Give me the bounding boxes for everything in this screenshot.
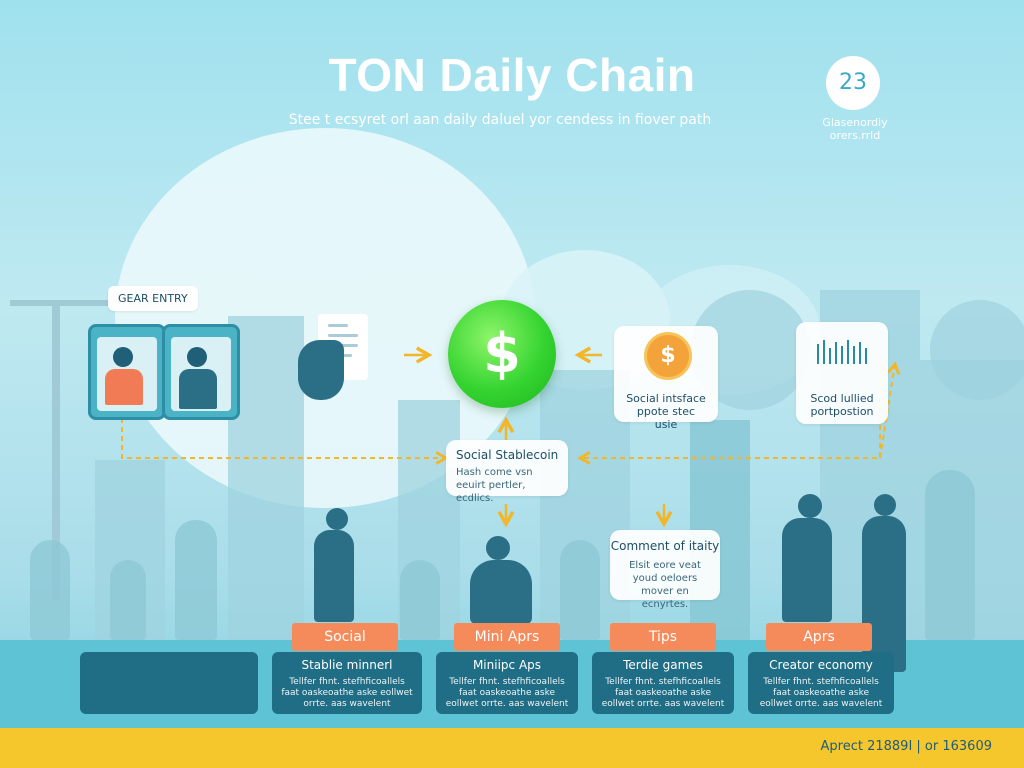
corner-caption: Glasenordiy orers.rrld bbox=[822, 116, 888, 142]
stablecoin-body: Hash come vsn eeuirt pertler, ecdlics. bbox=[456, 467, 533, 504]
document-line bbox=[328, 324, 348, 327]
entry-label: GEAR ENTRY bbox=[108, 286, 198, 311]
person-head-silhouette bbox=[326, 508, 348, 530]
person-head-silhouette bbox=[874, 494, 896, 516]
social-interface-node: $ Social intsface ppote stec usie bbox=[614, 326, 718, 431]
stablecoin-node: Social Stablecoin Hash come vsn eeuirt p… bbox=[446, 440, 568, 504]
social-interface-text: Social intsface ppote stec usie bbox=[626, 392, 706, 431]
person-head-silhouette bbox=[798, 494, 822, 518]
page-subtitle: Stee t ecsyret orl aan daily daluel yor … bbox=[288, 112, 712, 128]
person-silhouette bbox=[782, 518, 832, 622]
document-line bbox=[328, 334, 358, 337]
footer-text: Aprect 21889I | or 163609 bbox=[820, 739, 992, 754]
person-body-icon bbox=[105, 369, 143, 405]
person-silhouette bbox=[314, 530, 354, 622]
background-tree bbox=[930, 300, 1024, 400]
category-tab-mini-apps[interactable]: Mini Aprs bbox=[454, 623, 560, 651]
phone-screen bbox=[171, 337, 231, 411]
bottom-card-body: Tellfer fhnt. stefhficoallels faat oaske… bbox=[281, 677, 413, 709]
bottom-card-title: Creator economy bbox=[769, 658, 873, 672]
comment-node: Comment of itaity Elsit eore veat youd o… bbox=[610, 530, 720, 610]
background-building bbox=[228, 316, 304, 646]
bottom-card-games: Terdie games Tellfer fhnt. stefhficoalle… bbox=[592, 652, 734, 714]
bottom-card-stablecoin: Stablie minnerl Tellfer fhnt. stefhficoa… bbox=[272, 652, 422, 714]
person-silhouette bbox=[470, 560, 532, 624]
background-person bbox=[400, 560, 440, 640]
category-tab-tips[interactable]: Tips bbox=[610, 623, 716, 651]
phone-illustration bbox=[88, 324, 166, 420]
background-person bbox=[925, 470, 975, 640]
bottom-card-creator-economy: Creator economy Tellfer fhnt. stefhficoa… bbox=[748, 652, 894, 714]
footer-bar bbox=[0, 728, 1024, 768]
bottom-card-blank bbox=[80, 652, 258, 714]
bottom-card-body: Tellfer fhnt. stefhficoallels faat oaske… bbox=[759, 677, 883, 709]
background-tower-arm bbox=[10, 300, 110, 306]
comment-title: Comment of itaity bbox=[610, 539, 720, 553]
bottom-card-body: Tellfer fhnt. stefhficoallels faat oaske… bbox=[445, 677, 569, 709]
bottom-card-body: Tellfer fhnt. stefhficoallels faat oaske… bbox=[601, 677, 725, 709]
category-tab-social[interactable]: Social bbox=[292, 623, 398, 651]
background-tower bbox=[52, 300, 60, 600]
background-person bbox=[30, 540, 70, 640]
corner-badge: 23 bbox=[826, 56, 880, 110]
bottom-card-mini-apps: Miniipc Aps Tellfer fhnt. stefhficoallel… bbox=[436, 652, 578, 714]
social-fulfilled-text: Scod lullied portpostion bbox=[810, 392, 874, 418]
person-head-icon bbox=[113, 347, 133, 367]
person-head-silhouette bbox=[486, 536, 510, 560]
person-body-icon bbox=[179, 369, 217, 409]
comment-body: Elsit eore veat youd oeloers mover en ec… bbox=[629, 560, 701, 610]
phone-illustration bbox=[162, 324, 240, 420]
background-person bbox=[110, 560, 146, 640]
bottom-card-title: Stablie minnerl bbox=[301, 658, 393, 672]
social-fulfilled-node: Scod lullied portpostion bbox=[796, 322, 888, 424]
stablecoin-title: Social Stablecoin bbox=[456, 448, 559, 462]
bottom-card-title: Miniipc Aps bbox=[472, 658, 542, 672]
wave-chart-icon bbox=[817, 340, 867, 364]
phone-screen bbox=[97, 337, 157, 411]
category-tab-apps[interactable]: Aprs bbox=[766, 623, 872, 651]
bottom-card-title: Terdie games bbox=[623, 658, 703, 672]
page-title: TON Daily Chain bbox=[328, 49, 696, 101]
dollar-hub-icon: $ bbox=[448, 300, 556, 408]
background-person bbox=[175, 520, 217, 640]
background-person bbox=[560, 540, 600, 640]
coin-icon: $ bbox=[644, 332, 692, 380]
person-head-icon bbox=[187, 347, 207, 367]
hand-icon bbox=[298, 340, 344, 400]
